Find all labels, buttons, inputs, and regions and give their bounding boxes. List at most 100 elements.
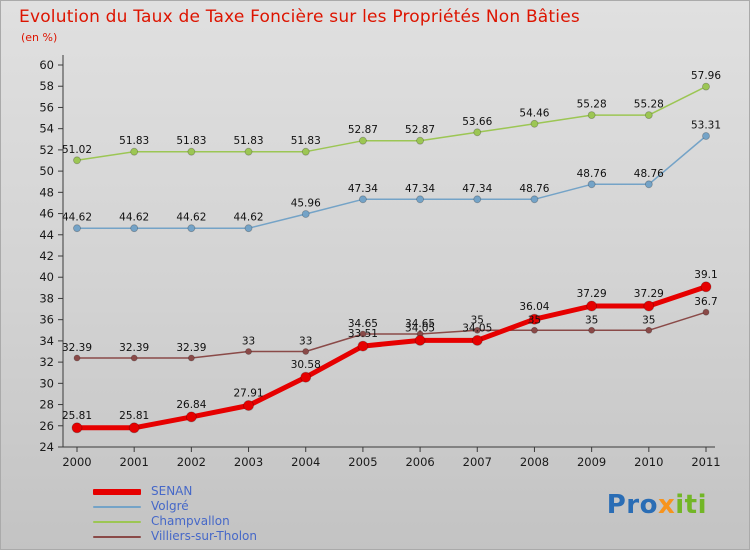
data-label-volgré: 53.31 (691, 120, 721, 132)
series-line-champvallon (76, 85, 707, 162)
data-label-champvallon: 51.02 (62, 144, 92, 156)
series-point-champvallon (73, 156, 81, 165)
y-tick-label: 46 (39, 207, 54, 221)
y-tick-label: 38 (39, 291, 54, 305)
data-label-volgré: 45.96 (291, 198, 321, 210)
data-label-champvallon: 52.87 (348, 124, 378, 136)
series-point-senan (471, 334, 483, 346)
chart-legend: SENAN Volgré Champvallon Villiers-sur-Th… (93, 484, 257, 544)
series-point-villiers-sur-tholon (645, 326, 653, 334)
series-point-villiers-sur-tholon (73, 354, 81, 362)
x-tick-label: 2000 (62, 455, 91, 469)
logo-part-pro: Pro (606, 490, 658, 520)
series-point-volgré (187, 224, 196, 233)
series-point-champvallon (244, 147, 253, 156)
data-label-champvallon: 51.83 (291, 135, 321, 147)
series-point-champvallon (416, 136, 424, 145)
data-label-senan: 37.29 (577, 288, 607, 300)
data-label-champvallon: 51.83 (119, 135, 149, 147)
chart-axes (62, 55, 715, 448)
legend-item-senan: SENAN (93, 484, 257, 499)
legend-swatch-senan (93, 488, 141, 495)
data-label-volgré: 47.34 (348, 183, 378, 195)
series-point-volgré (644, 180, 653, 189)
series-point-volgré (587, 180, 596, 189)
data-label-senan: 33.51 (348, 328, 378, 340)
legend-swatch-champvallon (93, 520, 141, 523)
series-point-senan (71, 422, 83, 434)
chart-subtitle: (en %) (21, 31, 58, 44)
series-point-villiers-sur-tholon (588, 326, 596, 334)
data-label-villiers-sur-tholon: 35 (528, 314, 541, 326)
data-label-senan: 36.04 (519, 301, 549, 313)
data-label-volgré: 48.76 (519, 183, 549, 195)
series-point-villiers-sur-tholon (359, 330, 367, 338)
series-point-senan (414, 334, 426, 346)
series-point-senan (185, 411, 197, 423)
y-tick-label: 54 (39, 122, 54, 136)
y-tick-label: 34 (39, 334, 54, 348)
x-tick-label: 2008 (520, 455, 549, 469)
series-point-champvallon (530, 119, 539, 128)
y-tick-label: 50 (39, 164, 54, 178)
series-point-champvallon (644, 111, 653, 119)
data-label-villiers-sur-tholon: 36.7 (694, 296, 717, 308)
y-tick-label: 30 (39, 376, 54, 390)
data-label-senan: 30.58 (291, 359, 321, 371)
legend-item-volgre: Volgré (93, 499, 257, 514)
series-point-champvallon (473, 128, 482, 137)
legend-swatch-volgre (93, 505, 141, 508)
legend-item-champvallon: Champvallon (93, 514, 257, 529)
series-point-volgré (301, 210, 310, 218)
data-label-volgré: 44.62 (176, 212, 206, 224)
legend-label-champvallon: Champvallon (151, 514, 230, 528)
series-point-volgré (530, 195, 539, 204)
series-point-champvallon (587, 111, 596, 119)
x-tick-label: 2006 (405, 455, 434, 469)
legend-item-villiers: Villiers-sur-Tholon (93, 529, 257, 544)
data-label-volgré: 44.62 (234, 212, 264, 224)
y-tick-label: 56 (39, 100, 54, 114)
y-tick-label: 28 (39, 398, 54, 412)
data-label-champvallon: 53.66 (462, 116, 492, 128)
y-tick-label: 42 (39, 249, 54, 263)
series-point-volgré (244, 224, 253, 233)
series-point-champvallon (187, 147, 196, 156)
series-point-champvallon (130, 147, 139, 156)
data-label-senan: 27.91 (234, 388, 264, 400)
legend-label-villiers: Villiers-sur-Tholon (151, 529, 257, 543)
logo-part-iti: iti (675, 490, 707, 520)
data-label-champvallon: 52.87 (405, 124, 435, 136)
data-label-champvallon: 57.96 (691, 70, 721, 82)
series-point-villiers-sur-tholon (302, 348, 310, 355)
logo-part-x: x (657, 490, 676, 520)
data-label-villiers-sur-tholon: 33 (242, 336, 255, 348)
data-label-villiers-sur-tholon: 35 (471, 314, 484, 326)
x-tick-label: 2003 (234, 455, 263, 469)
x-tick-label: 2001 (120, 455, 149, 469)
data-label-senan: 34.05 (462, 322, 492, 334)
series-point-villiers-sur-tholon (130, 354, 138, 362)
data-label-villiers-sur-tholon: 33 (299, 336, 312, 348)
y-tick-label: 24 (39, 440, 54, 454)
data-label-champvallon: 54.46 (519, 107, 549, 119)
series-point-senan (243, 400, 254, 411)
data-label-volgré: 44.62 (119, 212, 149, 224)
series-point-senan (300, 371, 312, 383)
series-point-villiers-sur-tholon (187, 354, 195, 362)
y-tick-label: 26 (39, 419, 54, 433)
series-point-volgré (73, 224, 81, 233)
series-point-senan (586, 300, 598, 312)
series-point-champvallon (301, 147, 310, 156)
series-point-champvallon (702, 82, 710, 91)
data-label-senan: 25.81 (62, 410, 92, 422)
x-tick-label: 2004 (291, 455, 320, 469)
series-point-villiers-sur-tholon (245, 348, 252, 355)
y-tick-label: 32 (39, 355, 54, 369)
data-label-villiers-sur-tholon: 35 (585, 314, 598, 326)
data-label-senan: 34.05 (405, 322, 435, 334)
chart-title: Evolution du Taux de Taxe Foncière sur l… (19, 7, 580, 27)
y-tick-label: 58 (39, 79, 54, 93)
series-point-villiers-sur-tholon (531, 326, 538, 334)
y-tick-label: 52 (39, 143, 54, 157)
